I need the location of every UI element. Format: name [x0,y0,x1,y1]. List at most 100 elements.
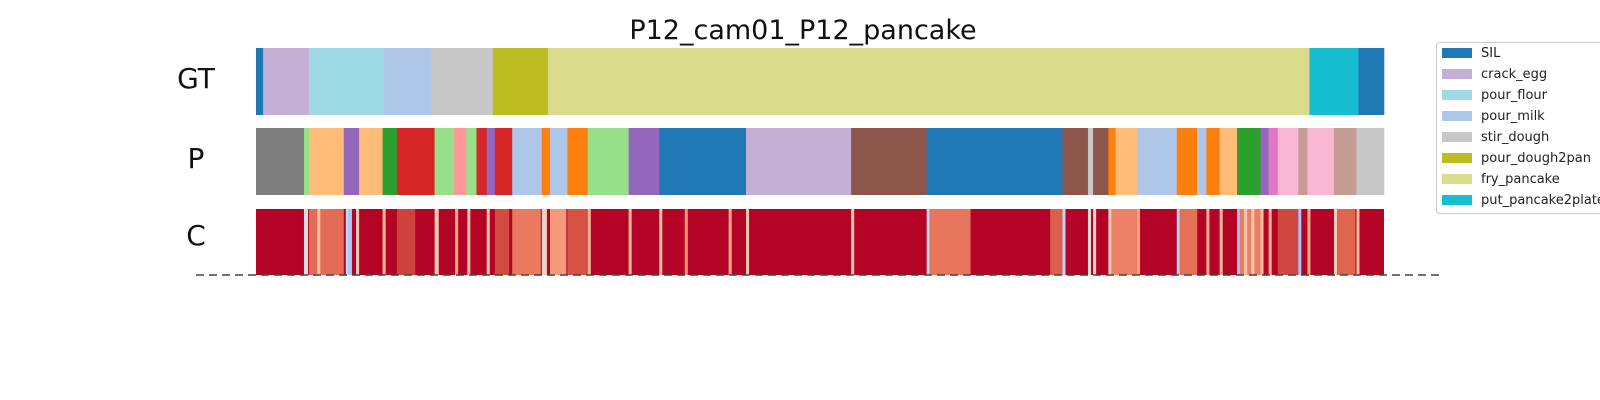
legend-label: pour_milk [1481,109,1545,124]
gt-row [256,48,1385,115]
confidence-band [1093,209,1097,275]
prediction-segment [541,128,551,195]
prediction-segment [1277,128,1299,195]
prediction-segment [1087,128,1094,195]
confidence-band [628,209,632,275]
confidence-band [1206,209,1210,275]
confidence-band [549,209,567,275]
prediction-segment [494,128,513,195]
legend-frame [1436,42,1600,214]
prediction-segment [1260,128,1269,195]
confidence-band [347,209,352,275]
chart-title: P12_cam01_P12_pancake [629,15,976,46]
legend-label: put_pancake2plate [1481,193,1600,208]
confidence-band [1333,209,1338,275]
confidence-band [303,209,309,275]
gt-segment [263,48,310,115]
confidence-band [356,209,360,275]
confidence-band [1260,209,1264,275]
confidence-row [256,209,1384,275]
legend-label: fry_pancake [1481,172,1560,187]
gt-segment [1358,48,1385,115]
confidence-band [1237,209,1241,275]
gt-segment [309,48,384,115]
legend-swatch [1442,111,1472,121]
confidence-band [486,209,490,275]
confidence-band [1219,209,1223,275]
confidence-band [851,209,855,275]
prediction-segment [549,128,568,195]
gt-segment [383,48,432,115]
prediction-segment [1268,128,1279,195]
confidence-band [1050,209,1063,275]
prediction-segment [1197,128,1207,195]
confidence-band [1268,209,1272,275]
confidence-band [1307,209,1311,275]
legend-swatch [1442,69,1472,79]
legend-label: pour_flour [1481,88,1548,103]
confidence-band [1179,209,1198,275]
prediction-segment [396,128,435,195]
prediction-segment [1115,128,1138,195]
confidence-band [434,209,439,275]
prediction-segment [434,128,455,195]
confidence-band [345,209,349,275]
confidence-band [1111,209,1137,275]
prediction-row [256,128,1385,195]
confidence-band [512,209,541,275]
confidence-band [1244,209,1248,275]
prediction-segment [1307,128,1335,195]
confidence-band [1087,209,1092,275]
confidence-band [745,209,750,275]
confidence-band [317,209,321,275]
row-label-confidence: C [186,219,206,252]
prediction-segment [359,128,383,195]
prediction-segment [1176,128,1198,195]
prediction-segment [1093,128,1109,195]
legend-label: SIL [1481,46,1501,61]
confidence-band [1176,209,1180,275]
prediction-segment [454,128,467,195]
confidence-band [494,209,510,275]
confidence-band [587,209,591,275]
prediction-segment [512,128,543,195]
confidence-band [1136,209,1141,275]
prediction-segment [567,128,589,195]
prediction-segment [1062,128,1089,195]
confidence-band [1062,209,1066,275]
legend-label: pour_dough2pan [1481,151,1591,166]
confidence-band [1298,209,1302,275]
confidence-band [396,209,416,275]
prediction-segment [628,128,660,195]
prediction-segment [1136,128,1178,195]
gt-segment [431,48,494,115]
prediction-segment [926,128,1063,195]
row-label-prediction: P [188,142,205,175]
prediction-segment [1356,128,1385,195]
confidence-band [1337,209,1356,275]
legend-swatch [1442,132,1472,142]
legend-swatch [1442,48,1472,58]
legend-label: crack_egg [1481,67,1547,82]
prediction-segment [382,128,398,195]
prediction-segment [1333,128,1357,195]
prediction-segment [1219,128,1238,195]
confidence-band [1108,209,1112,275]
confidence-band [455,209,459,275]
gt-segment [256,48,264,115]
confidence-band [1356,209,1360,275]
legend-swatch [1442,90,1472,100]
confidence-base [256,209,1384,275]
legend-swatch [1442,174,1472,184]
confidence-band [541,209,547,275]
confidence-band [659,209,663,275]
confidence-band [728,209,732,275]
confidence-band [467,209,471,275]
prediction-segment [486,128,496,195]
prediction-segment [256,128,305,195]
prediction-segment [1108,128,1116,195]
legend-swatch [1442,195,1472,205]
prediction-segment [309,128,345,195]
prediction-segment [1298,128,1308,195]
confidence-band [926,209,930,275]
